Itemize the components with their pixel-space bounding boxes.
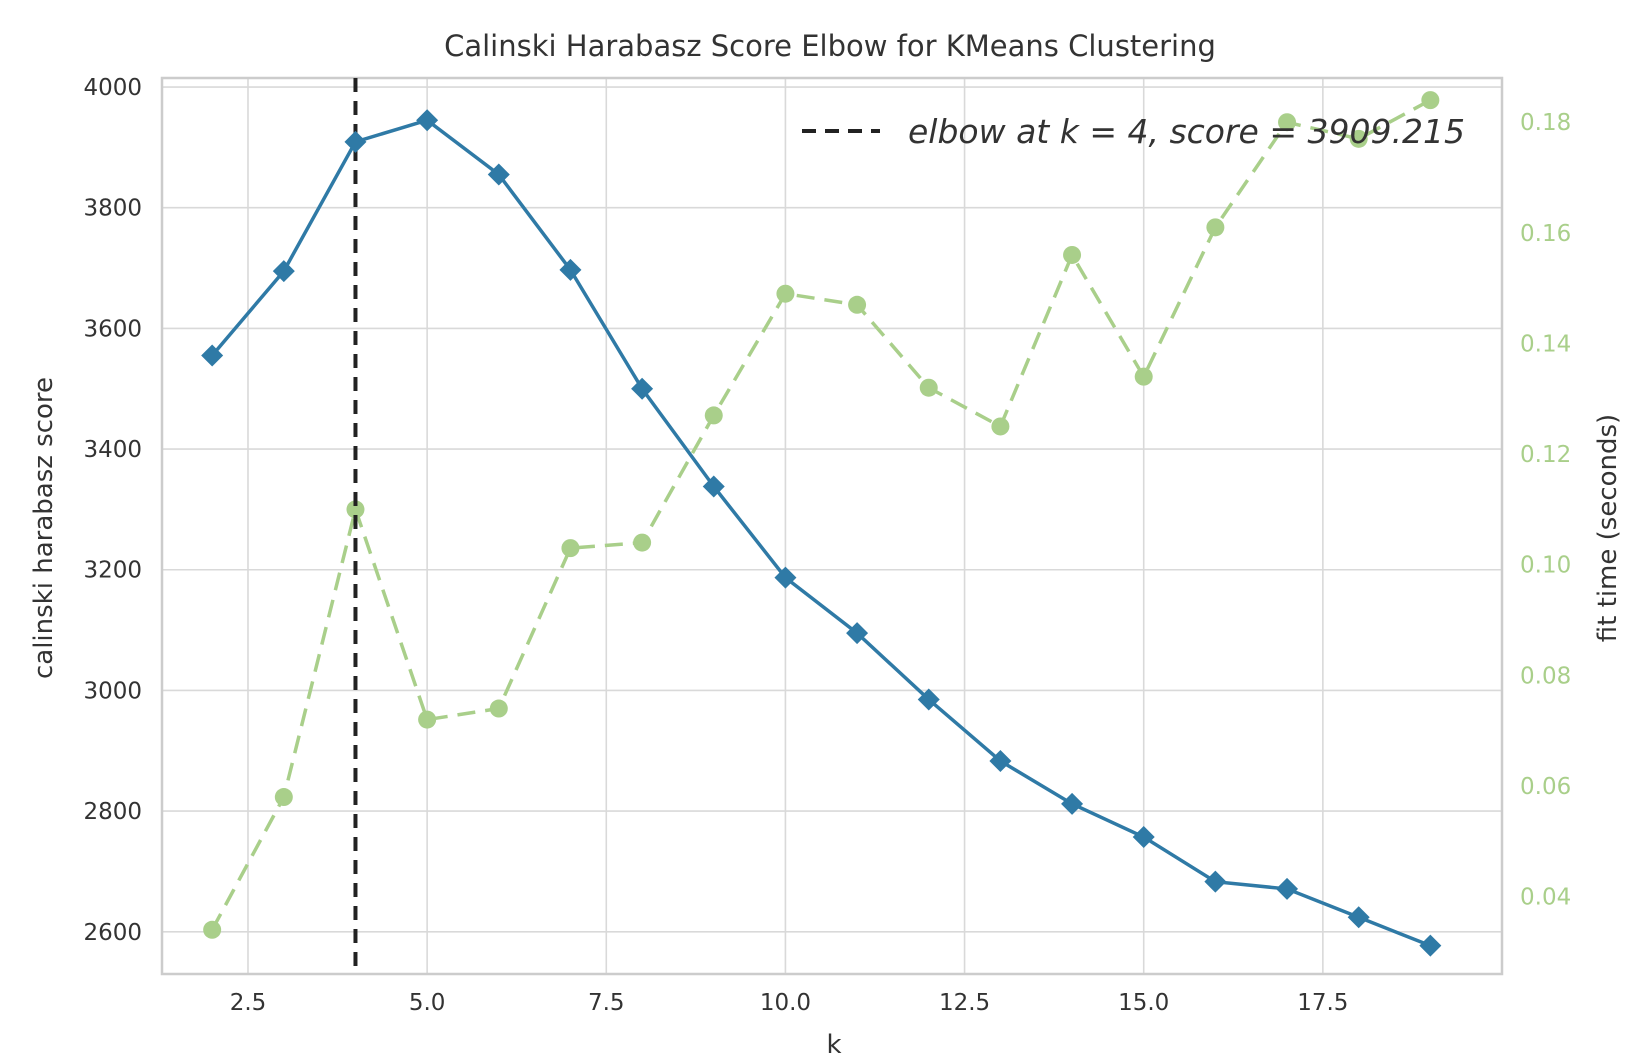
fit-time-point xyxy=(1421,91,1440,110)
fit-time-point xyxy=(776,284,795,303)
x-tick-label: 17.5 xyxy=(1297,990,1348,1016)
fit-time-line xyxy=(210,98,1432,931)
score-point xyxy=(917,688,940,711)
fit-time-point xyxy=(848,295,867,314)
score-point xyxy=(559,258,582,281)
score-point xyxy=(1347,906,1370,929)
score-point xyxy=(1132,826,1155,849)
score-point xyxy=(201,344,224,367)
fit-time-point xyxy=(991,417,1010,436)
score-line xyxy=(210,118,1431,948)
fit-time-point xyxy=(274,788,293,807)
y-tick-label: 3800 xyxy=(83,196,142,222)
score-point xyxy=(989,750,1012,773)
grid xyxy=(162,78,1502,974)
score-point xyxy=(631,377,654,400)
fit-time-point xyxy=(203,920,222,939)
y-tick-label: 3000 xyxy=(83,678,142,704)
y-tick-label: 3400 xyxy=(83,437,142,463)
y-tick-label: 2800 xyxy=(83,799,142,825)
legend: elbow at k = 4, score = 3909.215 xyxy=(802,112,1465,151)
plot-background xyxy=(162,78,1502,974)
fit-time-point xyxy=(1349,129,1368,148)
fit-time-point xyxy=(1063,245,1082,264)
axis-labels: Calinski Harabasz Score Elbow for KMeans… xyxy=(29,29,1623,1060)
score-point xyxy=(1419,934,1442,957)
y2-tick-label: 0.14 xyxy=(1520,331,1571,357)
fit-time-point xyxy=(561,539,580,558)
score-point xyxy=(1204,870,1227,893)
x-tick-label: 10.0 xyxy=(760,990,811,1016)
fit-time-point xyxy=(704,406,723,425)
score-point xyxy=(487,163,510,186)
y2-tick-label: 0.18 xyxy=(1520,110,1571,136)
fit-time-point xyxy=(489,699,508,718)
score-point xyxy=(1061,792,1084,815)
score-point xyxy=(774,566,797,589)
tick-labels: 2.5 5.0 7.5 10.0 12.5 15.0 17.5 2600 2800 3000 320… xyxy=(83,75,1571,1016)
fit-time-point xyxy=(633,533,652,552)
fit-time-point xyxy=(1134,367,1153,386)
y2-tick-label: 0.04 xyxy=(1520,885,1571,911)
y-tick-label: 4000 xyxy=(83,75,142,101)
x-tick-label: 5.0 xyxy=(409,990,446,1016)
x-tick-label: 15.0 xyxy=(1118,990,1169,1016)
score-point xyxy=(272,260,295,283)
chart-title: Calinski Harabasz Score Elbow for KMeans… xyxy=(444,29,1216,63)
legend-label-elbow: elbow at k = 4, score = 3909.215 xyxy=(908,112,1465,151)
x-tick-label: 7.5 xyxy=(588,990,625,1016)
plot-frame xyxy=(160,76,1504,976)
y-tick-label: 2600 xyxy=(83,920,142,946)
score-point xyxy=(344,130,367,153)
fit-time-point xyxy=(1278,113,1297,132)
y-tick-label: 3600 xyxy=(83,316,142,342)
fit-time-point xyxy=(346,500,365,519)
score-point xyxy=(702,475,725,498)
y2-axis-label: fit time (seconds) xyxy=(1593,414,1623,642)
plot-border xyxy=(160,76,1504,976)
fit-time-point xyxy=(1206,218,1225,237)
y-tick-label: 3200 xyxy=(83,558,142,584)
score-point xyxy=(1276,877,1299,900)
y2-tick-label: 0.08 xyxy=(1520,663,1571,689)
score-point xyxy=(416,109,439,132)
y2-tick-label: 0.10 xyxy=(1520,553,1571,579)
y2-tick-label: 0.12 xyxy=(1520,442,1571,468)
score-point xyxy=(846,622,869,645)
x-tick-label: 2.5 xyxy=(230,990,267,1016)
y-axis-label: calinski harabasz score xyxy=(29,377,59,679)
fit-time-point xyxy=(919,378,938,397)
fit-time-point xyxy=(418,710,437,729)
x-tick-label: 12.5 xyxy=(939,990,990,1016)
x-axis-label: k xyxy=(826,1030,841,1060)
series-layer xyxy=(201,78,1442,974)
y2-tick-label: 0.16 xyxy=(1520,221,1571,247)
y2-tick-label: 0.06 xyxy=(1520,774,1571,800)
